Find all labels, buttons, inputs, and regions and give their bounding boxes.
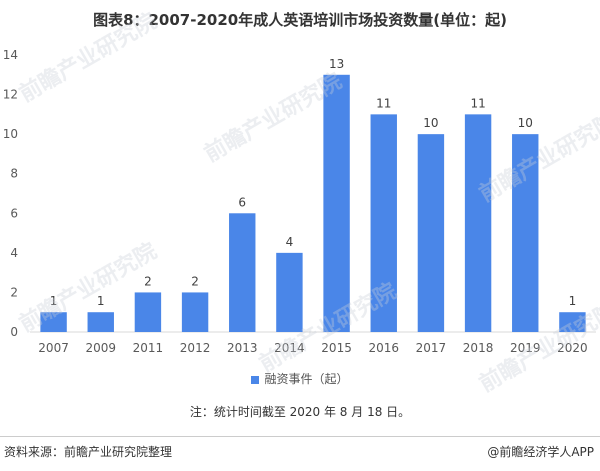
data-label: 11: [376, 96, 391, 110]
x-tick-label: 2019: [510, 341, 541, 355]
data-label: 1: [50, 294, 58, 308]
data-label: 10: [423, 116, 438, 130]
x-tick-label: 2011: [133, 341, 164, 355]
bars: [40, 74, 586, 333]
y-tick-label: 8: [10, 167, 18, 181]
x-tick-label: 2007: [38, 341, 69, 355]
data-label: 2: [191, 274, 199, 288]
x-tick-label: 2016: [368, 341, 399, 355]
chart-title: 图表8：2007-2020年成人英语培训市场投资数量(单位：起): [93, 11, 507, 29]
data-label: 2: [144, 274, 152, 288]
y-tick-label: 10: [3, 127, 18, 141]
x-tick-label: 2017: [416, 341, 447, 355]
data-label: 10: [518, 116, 533, 130]
y-axis: 0 2 4 6 8 10 12 14: [3, 48, 18, 339]
bar: [229, 213, 256, 332]
x-tick-label: 2012: [180, 341, 211, 355]
footnote: 注：统计时间截至 2020 年 8 月 18 日。: [189, 405, 411, 419]
bar: [40, 312, 67, 332]
data-label: 4: [286, 235, 294, 249]
x-tick-label: 2018: [463, 341, 494, 355]
x-tick-label: 2009: [85, 341, 116, 355]
x-tick-label: 2013: [227, 341, 258, 355]
legend: 融资事件（起）: [0, 370, 600, 387]
bar: [464, 114, 492, 332]
x-tick-label: 2014: [274, 341, 305, 355]
x-tick-label: 2015: [321, 341, 352, 355]
y-tick-label: 0: [10, 325, 18, 339]
bar: [559, 312, 586, 332]
y-tick-label: 2: [10, 285, 18, 299]
y-tick-label: 6: [10, 206, 18, 220]
brand-text: @前瞻经济学人APP: [487, 445, 594, 459]
bar: [181, 292, 209, 332]
y-tick-label: 12: [3, 88, 18, 102]
bar: [134, 292, 162, 332]
bar: [323, 74, 350, 333]
legend-label: 融资事件（起）: [264, 372, 349, 386]
bar: [512, 134, 539, 332]
data-label: 1: [97, 294, 105, 308]
bar: [417, 134, 445, 332]
source-text: 资料来源：前瞻产业研究院整理: [4, 445, 173, 459]
bar: [276, 252, 303, 332]
data-label: 13: [329, 57, 344, 71]
y-tick-label: 4: [10, 246, 18, 260]
x-tick-label: 2020: [557, 341, 588, 355]
data-label: 1: [569, 294, 577, 308]
bar: [87, 312, 114, 332]
bar: [370, 114, 397, 332]
x-axis: 2007 2009 2011 2012 2013 2014 2015 2016 2017 2018…: [38, 341, 587, 355]
y-tick-label: 14: [3, 48, 18, 62]
divider: [0, 436, 600, 437]
legend-swatch: [251, 375, 260, 384]
data-label: 6: [238, 195, 246, 209]
data-label: 11: [470, 96, 485, 110]
